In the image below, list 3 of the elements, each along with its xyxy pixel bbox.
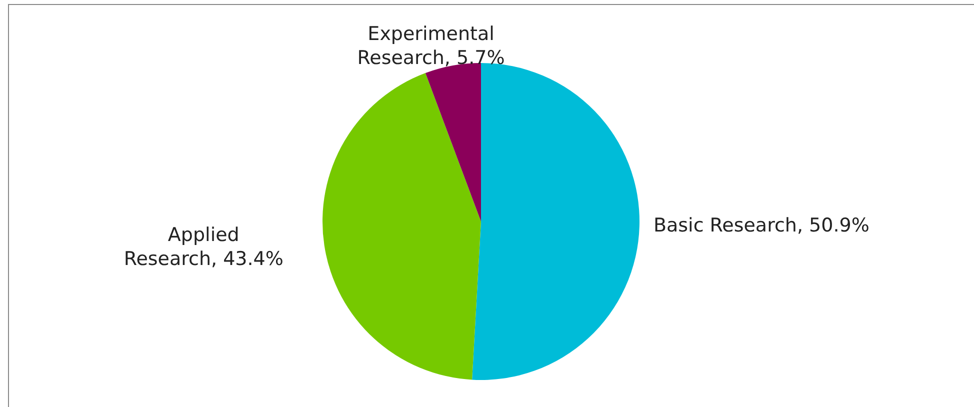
slice-label: Basic Research, 50.9% (653, 214, 870, 236)
slice-label: Applied Research, 43.4% (124, 224, 284, 270)
slice-label: Experimental Research, 5.7% (357, 22, 505, 69)
